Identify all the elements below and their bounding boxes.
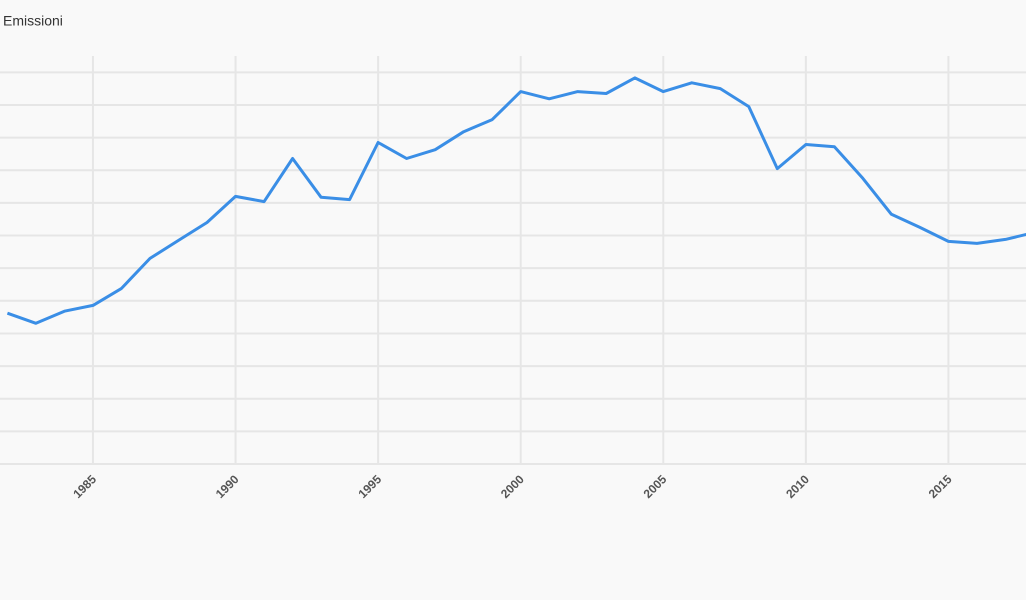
data-line [6,76,1026,325]
chart-title: Emissioni [3,13,63,29]
